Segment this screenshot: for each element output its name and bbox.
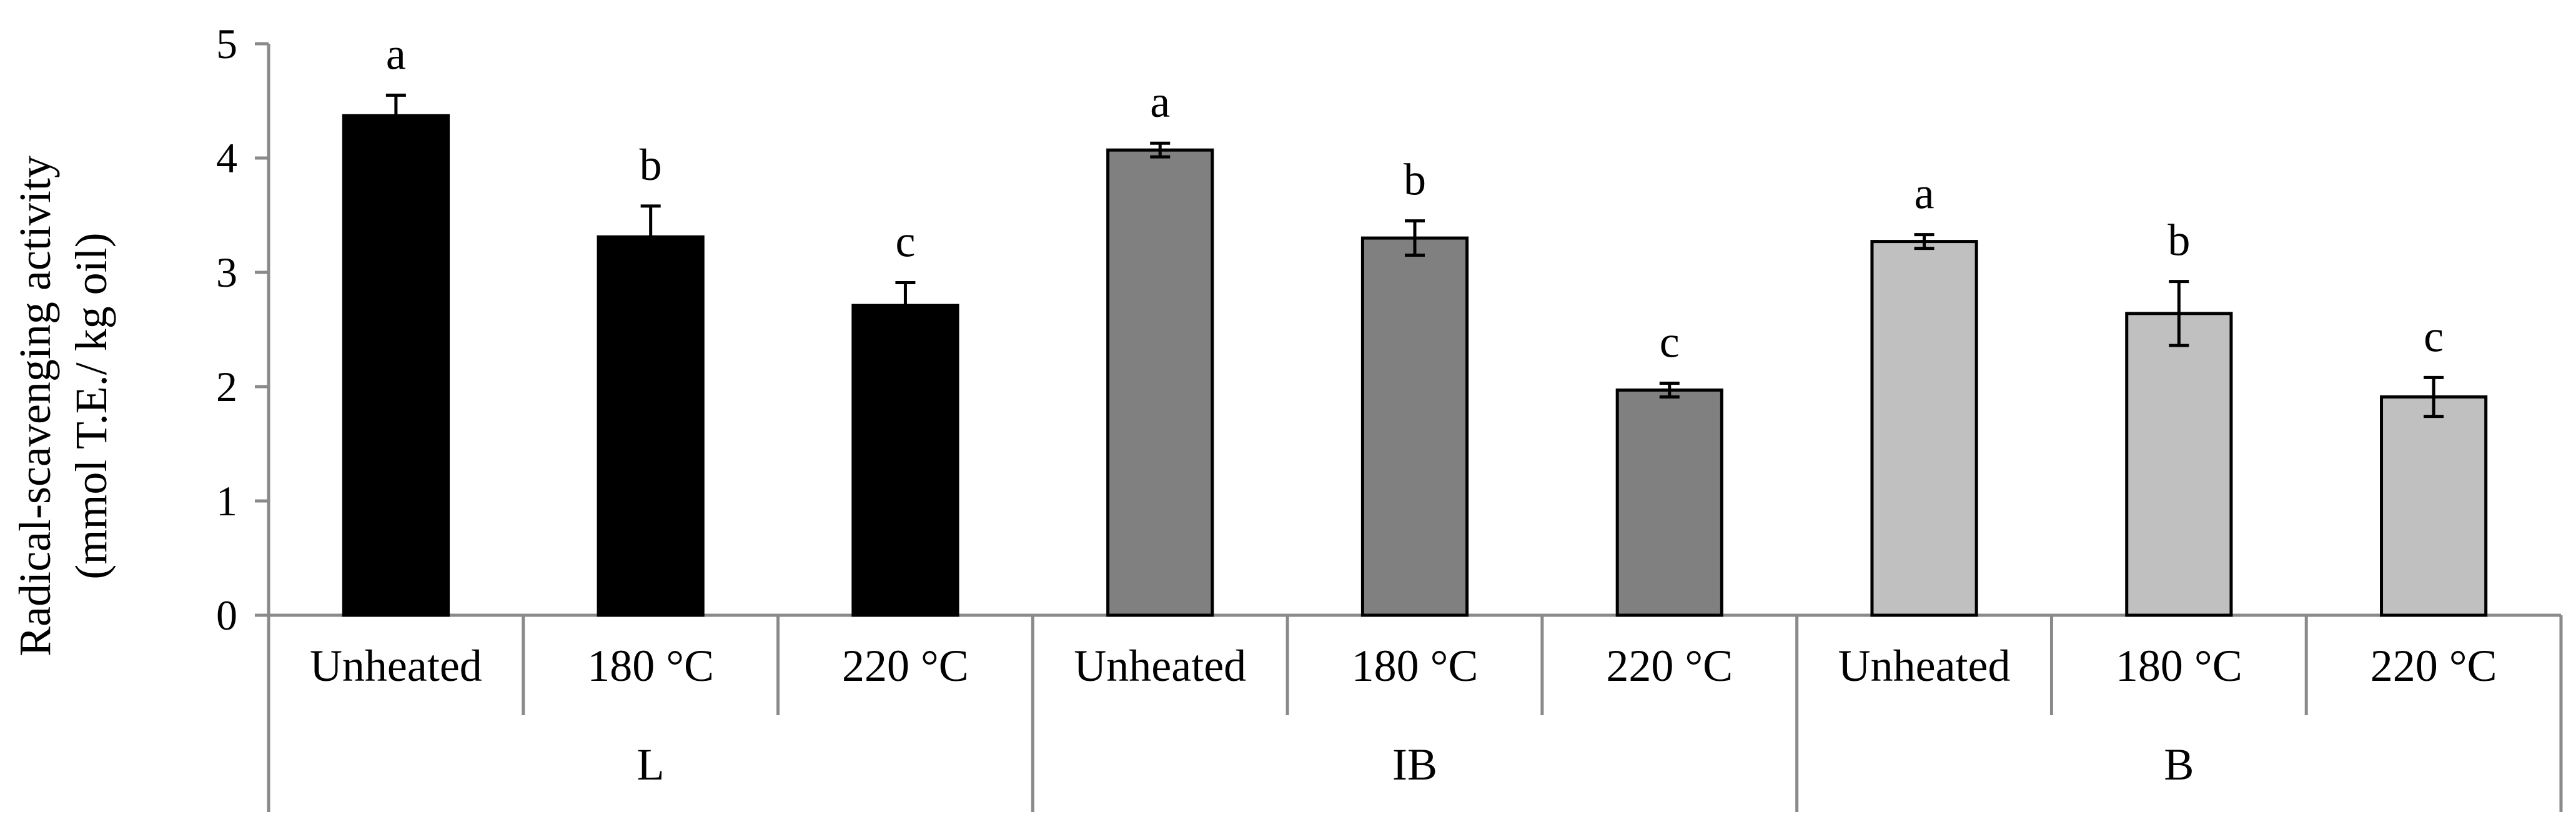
significance-letter-1: b <box>640 140 662 190</box>
bar-L-0 <box>342 114 450 617</box>
significance-letter-6: a <box>1915 169 1934 219</box>
significance-letter-5: c <box>1660 317 1680 367</box>
bar-IB-5 <box>1615 388 1723 617</box>
group-label-IB: IB <box>1392 740 1437 790</box>
group-label-B: B <box>2164 740 2194 790</box>
y-axis-title-line-1: Radical-scavenging activity <box>10 156 60 656</box>
significance-letter-3: a <box>1150 77 1170 127</box>
category-label-2: 220 °C <box>842 641 969 691</box>
category-label-3: Unheated <box>1074 641 1246 691</box>
bar-L-1 <box>597 235 705 617</box>
y-tick-label-3: 3 <box>216 249 237 296</box>
significance-letter-7: b <box>2167 215 2190 265</box>
error-bars <box>385 93 2444 418</box>
group-label-L: L <box>637 740 665 790</box>
category-label-5: 220 °C <box>1606 641 1733 691</box>
y-axis-title: Radical-scavenging activity (mmol T.E./ … <box>10 156 116 656</box>
bar-IB-4 <box>1360 236 1469 617</box>
bar-L-2 <box>851 304 959 617</box>
bars <box>342 114 2488 617</box>
x-axis-labels: Unheated 180 °C 220 °C L Unheated 180 °C 220 °… <box>310 641 2497 790</box>
bar-IB-3 <box>1106 148 1214 617</box>
y-tick-label-1: 1 <box>216 477 237 525</box>
y-tick-label-2: 2 <box>216 363 237 410</box>
significance-letter-0: a <box>386 29 406 79</box>
significance-letter-8: c <box>2424 311 2444 361</box>
category-label-1: 180 °C <box>587 641 714 691</box>
y-tick-label-5: 5 <box>216 20 237 67</box>
category-label-8: 220 °C <box>2370 641 2497 691</box>
category-label-4: 180 °C <box>1352 641 1479 691</box>
y-tick-label-0: 0 <box>216 592 237 639</box>
significance-letters: a b c a b c a b c <box>386 29 2444 367</box>
bar-B-6 <box>1870 240 1978 617</box>
category-label-0: Unheated <box>310 641 482 691</box>
category-label-6: Unheated <box>1838 641 2011 691</box>
y-tick-label-4: 4 <box>216 134 237 182</box>
y-ticks: 0 1 2 3 4 5 <box>216 20 269 639</box>
bar-B-7 <box>2125 312 2233 617</box>
y-axis-title-line-2: (mmol T.E./ kg oil) <box>66 232 116 579</box>
significance-letter-4: b <box>1404 155 1426 205</box>
bar-B-8 <box>2380 395 2488 617</box>
significance-letter-2: c <box>895 216 915 266</box>
category-label-7: 180 °C <box>2116 641 2242 691</box>
